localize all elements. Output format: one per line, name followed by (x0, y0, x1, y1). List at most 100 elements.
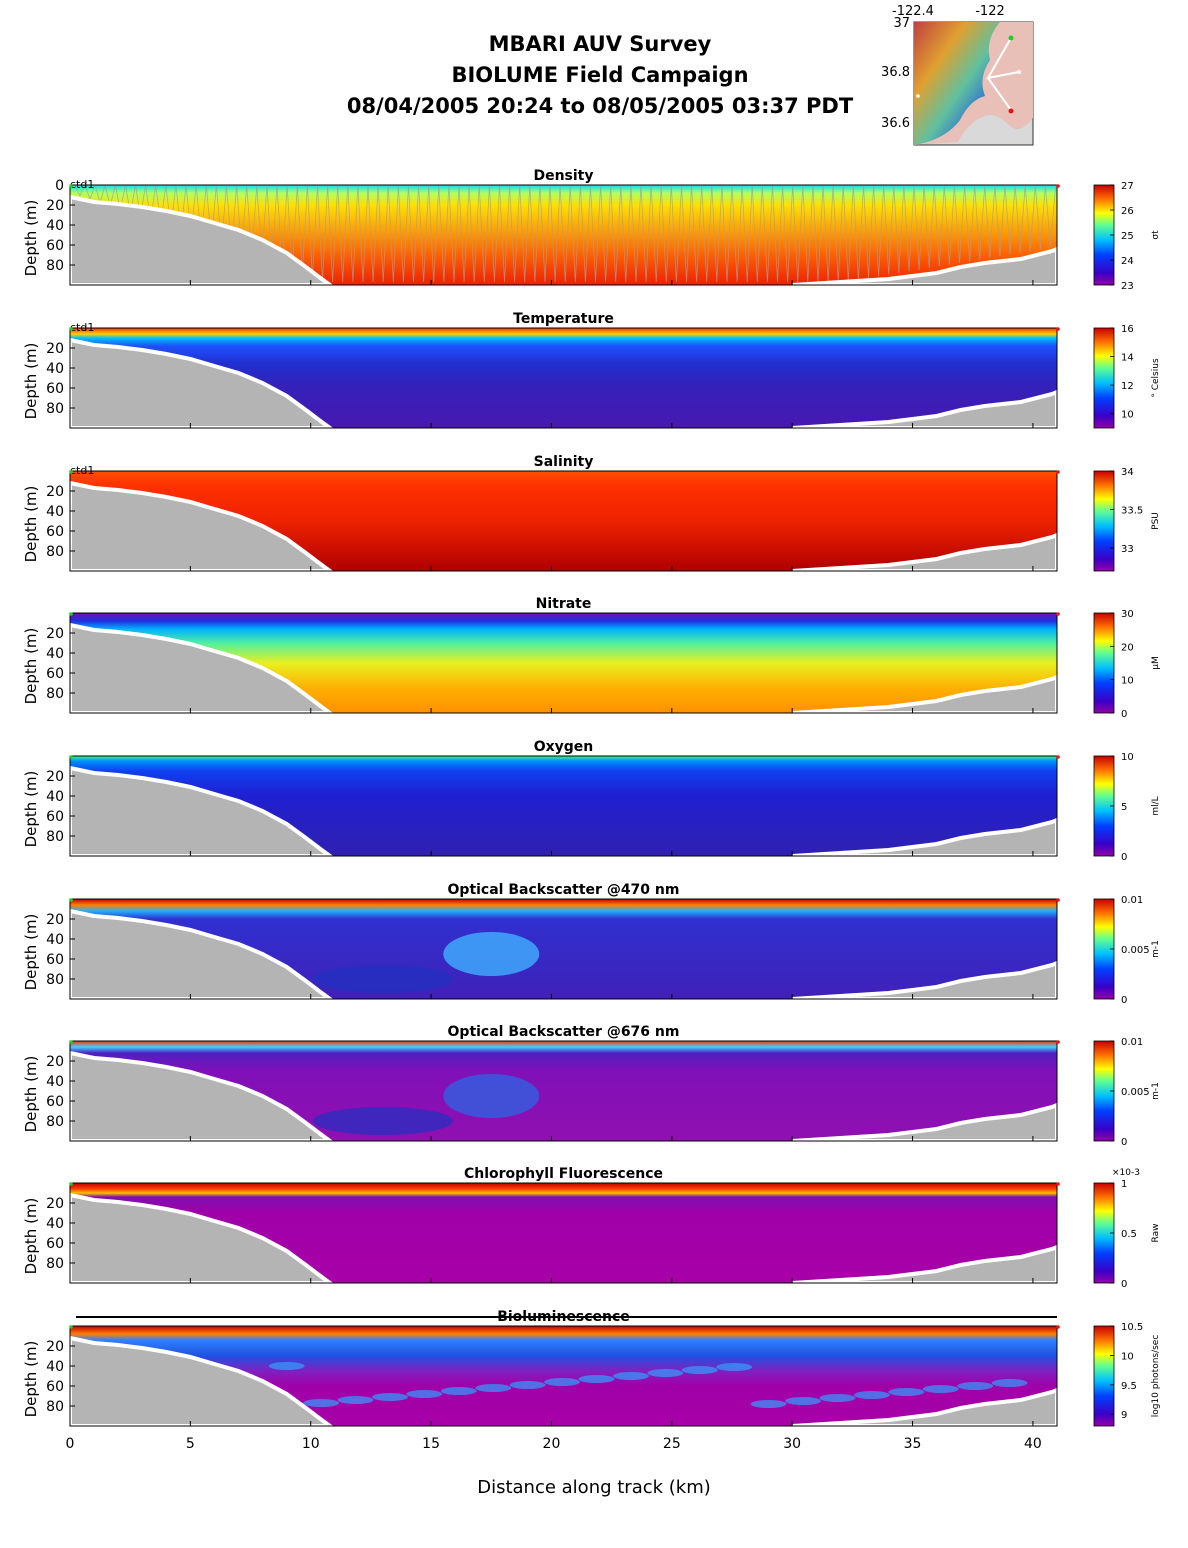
seafloor-left (68, 1335, 337, 1428)
colorbar-tick-label: 0 (1121, 1137, 1127, 1148)
colorbar-tick-label: 27 (1121, 181, 1134, 192)
colorbar (1093, 1325, 1115, 1427)
colorbar-tick-label: 10 (1121, 410, 1134, 421)
depth-tick-label: 20 (46, 626, 64, 642)
depth-tick-label: 0 (55, 178, 64, 194)
plot-frame (69, 755, 1058, 857)
colorbar (1093, 612, 1115, 714)
biolum-patch (819, 1394, 856, 1402)
panel-title: Nitrate (536, 596, 592, 612)
colorbar-tick-label: 10 (1121, 752, 1134, 763)
depth-tick-label: 40 (46, 789, 64, 805)
vehicle-label: ctd1 (70, 464, 94, 477)
colorbar-tick-label: 10 (1121, 676, 1134, 687)
depth-tick-label: 20 (46, 198, 64, 214)
biolum-patch (612, 1372, 649, 1380)
biolum-patch (509, 1381, 546, 1389)
panel-6: Optical Backscatter @470 nm 20 40 60 80 Depth… (22, 882, 1161, 1006)
plot-frame (69, 1040, 1058, 1142)
y-axis-label: Depth (m) (22, 1198, 40, 1275)
panel-title: Density (533, 168, 593, 184)
panel-8: Chlorophyll Fluorescence 20 40 60 80 Depth (m… (22, 1166, 1161, 1290)
colorbar-tick-label: 0.005 (1121, 945, 1150, 956)
x-tick-label: 0 (66, 1436, 75, 1452)
biolum-patch (268, 1362, 305, 1370)
y-axis-label: Depth (m) (22, 1341, 40, 1418)
depth-tick-label: 80 (46, 401, 64, 417)
end-marker (1056, 898, 1060, 902)
biolum-patch (681, 1366, 718, 1374)
end-marker (1056, 1182, 1060, 1186)
inset-lon-tick-0: -122.4 (892, 4, 934, 19)
depth-tick-label: 60 (46, 524, 64, 540)
depth-tick-label: 20 (46, 1054, 64, 1070)
backscatter-plume (443, 1074, 540, 1118)
title-line-2: BIOLUME Field Campaign (451, 63, 749, 87)
depth-tick-label: 60 (46, 1094, 64, 1110)
biolum-patch (853, 1391, 890, 1399)
depth-tick-label: 20 (46, 769, 64, 785)
vehicle-label: ctd1 (70, 178, 94, 191)
colorbar-tick-label: 5 (1121, 802, 1127, 813)
colorbar-tick-label: 12 (1121, 381, 1134, 392)
biolum-patch (406, 1390, 443, 1398)
colorbar-tick-label: 14 (1121, 353, 1134, 364)
start-marker (69, 1325, 73, 1329)
depth-tick-label: 80 (46, 1399, 64, 1415)
depth-tick-label: 80 (46, 829, 64, 845)
inset-lat-tick-0: 37 (893, 16, 910, 31)
vehicle-label: ctd1 (70, 321, 94, 334)
colorbar-unit: ml/L (1151, 796, 1161, 815)
colorbar-tick-label: 34 (1121, 467, 1134, 478)
colorbar-unit: ° Celsius (1151, 358, 1161, 398)
inset-lat-tick-1: 36.8 (881, 65, 910, 80)
x-tick-label: 20 (543, 1436, 561, 1452)
plot-frame (69, 1182, 1058, 1284)
colorbar-tick-label: 23 (1121, 281, 1134, 292)
end-marker (1056, 1040, 1060, 1044)
end-marker (1056, 612, 1060, 616)
depth-tick-label: 40 (46, 646, 64, 662)
start-marker (69, 898, 73, 902)
depth-tick-label: 60 (46, 666, 64, 682)
depth-tick-label: 60 (46, 809, 64, 825)
start-marker (69, 612, 73, 616)
colorbar-tick-label: 24 (1121, 256, 1134, 267)
colorbar (1093, 470, 1115, 572)
biolum-patch (647, 1369, 684, 1377)
backscatter-plume (443, 932, 540, 976)
biolum-patch (750, 1400, 787, 1408)
panel-title: Oxygen (534, 739, 594, 755)
depth-tick-label: 40 (46, 932, 64, 948)
depth-tick-label: 40 (46, 504, 64, 520)
colorbar-tick-label: 33 (1121, 544, 1134, 555)
colorbar-tick-label: 1 (1121, 1179, 1127, 1190)
depth-tick-label: 40 (46, 1074, 64, 1090)
panel-title: Chlorophyll Fluorescence (464, 1166, 663, 1182)
plot-frame (69, 184, 1058, 286)
depth-tick-label: 20 (46, 341, 64, 357)
biolum-patch (337, 1396, 374, 1404)
colorbar-tick-label: 30 (1121, 609, 1134, 620)
panel-2: Temperature 20 40 60 80 Depth (m) ctd1 16 14 12 10… (22, 311, 1161, 430)
end-marker (1056, 327, 1060, 331)
plot-frame (69, 470, 1058, 572)
seafloor-left (68, 480, 337, 573)
depth-tick-label: 80 (46, 972, 64, 988)
biolum-patch (716, 1363, 753, 1371)
biolum-patch (578, 1375, 615, 1383)
y-axis-label: Depth (m) (22, 771, 40, 848)
depth-tick-label: 40 (46, 1359, 64, 1375)
end-marker (1056, 755, 1060, 759)
end-marker (1056, 184, 1060, 188)
y-axis-label: Depth (m) (22, 914, 40, 991)
depth-tick-label: 40 (46, 218, 64, 234)
biolum-patch (440, 1387, 477, 1395)
panel-title: Bioluminescence (497, 1309, 630, 1325)
title-line-3: 08/04/2005 20:24 to 08/05/2005 03:37 PDT (346, 94, 854, 118)
colorbar-tick-label: 25 (1121, 231, 1134, 242)
seafloor-left (68, 337, 337, 430)
panel-4: Nitrate 20 40 60 80 Depth (m) 30 20 10 0 μM (22, 596, 1161, 720)
panel-title: Optical Backscatter @676 nm (448, 1024, 680, 1040)
depth-tick-label: 20 (46, 912, 64, 928)
